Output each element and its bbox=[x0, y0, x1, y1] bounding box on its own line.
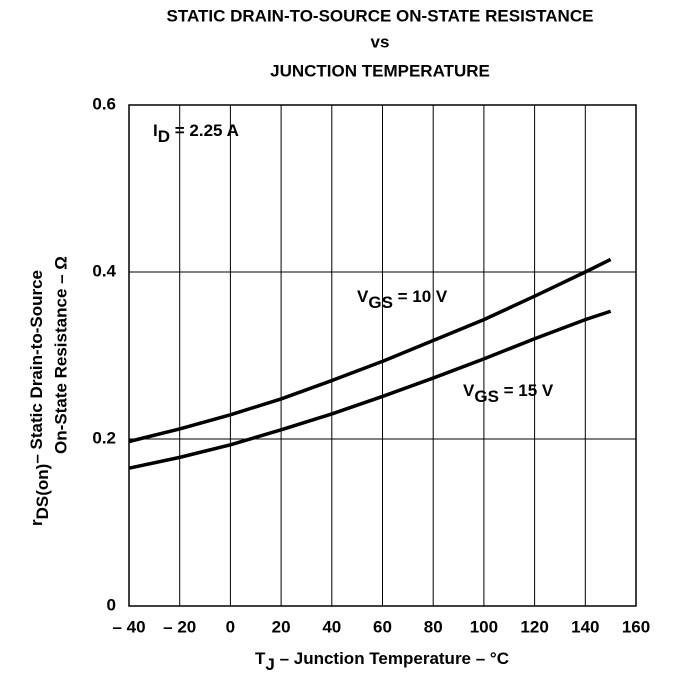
x-axis-label-text: – Junction Temperature – °C bbox=[275, 649, 509, 668]
series-label: VGS = 15 V bbox=[463, 381, 554, 406]
y-axis-label: rDS(on)– Static Drain-to-Source On-State … bbox=[27, 256, 70, 526]
annotation-symbol: I bbox=[153, 121, 158, 140]
chart-title: STATIC DRAIN-TO-SOURCE ON-STATE RESISTAN… bbox=[167, 6, 594, 25]
y-axis-label-line-subscript: DS(on) bbox=[33, 464, 52, 520]
chart-title: vs bbox=[371, 32, 390, 51]
y-tick-label: 0.2 bbox=[92, 428, 116, 447]
annotation-text: = 2.25 A bbox=[170, 121, 239, 140]
x-tick-label: 160 bbox=[622, 617, 650, 636]
y-tick-label: 0.6 bbox=[92, 94, 116, 113]
x-axis-label-symbol: T bbox=[255, 649, 266, 668]
series-label: VGS = 10 V bbox=[357, 287, 448, 312]
x-tick-label: – 20 bbox=[163, 617, 196, 636]
x-tick-label: 100 bbox=[470, 617, 498, 636]
annotation-subscript: D bbox=[158, 127, 170, 146]
series-label-subscript: GS bbox=[368, 293, 393, 312]
x-axis-label: TJ – Junction Temperature – °C bbox=[255, 649, 509, 674]
y-axis-label-line-text: – Static Drain-to-Source bbox=[27, 270, 46, 464]
annotation: ID = 2.25 A bbox=[153, 121, 239, 146]
x-tick-label: 20 bbox=[272, 617, 291, 636]
y-axis-label-line-symbol: r bbox=[27, 519, 46, 526]
series-line bbox=[128, 309, 612, 470]
series-label-symbol: V bbox=[357, 287, 369, 306]
x-tick-label: 60 bbox=[373, 617, 392, 636]
series-label-text: = 10 V bbox=[393, 287, 448, 306]
x-axis-label-subscript: J bbox=[265, 655, 274, 674]
series-line bbox=[128, 257, 612, 444]
y-axis-label-line: rDS(on)– Static Drain-to-Source bbox=[27, 270, 52, 526]
series-label-symbol: V bbox=[463, 381, 475, 400]
chart-title: JUNCTION TEMPERATURE bbox=[270, 61, 490, 80]
x-tick-label: 120 bbox=[520, 617, 548, 636]
series-label-subscript: GS bbox=[474, 387, 499, 406]
series-label-text: = 15 V bbox=[499, 381, 554, 400]
x-tick-label: 140 bbox=[571, 617, 599, 636]
x-tick-label: 0 bbox=[226, 617, 235, 636]
x-tick-label: 80 bbox=[424, 617, 443, 636]
y-tick-label: 0.4 bbox=[92, 261, 116, 280]
y-tick-label: 0 bbox=[107, 595, 116, 614]
x-tick-label: 40 bbox=[322, 617, 341, 636]
x-tick-label: – 40 bbox=[112, 617, 145, 636]
y-axis-label-line: On-State Resistance – Ω bbox=[51, 256, 70, 454]
